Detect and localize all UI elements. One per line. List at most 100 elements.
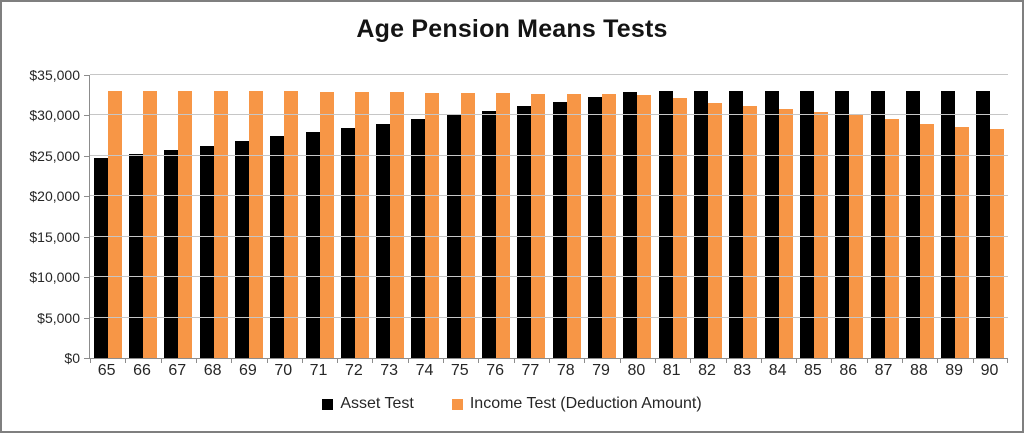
x-axis-tick (937, 358, 939, 363)
x-axis-tick (972, 358, 974, 363)
bar-group (761, 75, 796, 358)
bar-income-test-deduction-amount (284, 91, 299, 358)
x-axis-labels: 65 66 67 68 69 70 71 72 73 74 75 76 77 78 79 80 81 82 83 84… (89, 362, 1007, 380)
y-tick-label: $30,000 (29, 107, 80, 124)
x-tick-label: 75 (450, 362, 469, 379)
x-tick-label: 86 (839, 362, 858, 379)
bar-group (902, 75, 937, 358)
bar-asset-test (517, 105, 532, 358)
bar-income-test-deduction-amount (460, 92, 475, 358)
y-axis-tick (84, 236, 90, 238)
x-axis-tick (90, 358, 91, 363)
bar-asset-test (693, 91, 708, 358)
bar-income-test-deduction-amount (990, 129, 1005, 358)
bar-asset-test (93, 158, 108, 358)
x-axis-tick (584, 358, 586, 363)
bar-income-test-deduction-amount (566, 93, 581, 358)
x-tick-label: 71 (309, 362, 328, 379)
x-tick-label: 80 (627, 362, 646, 379)
bar-income-test-deduction-amount (884, 119, 899, 358)
bar-group (443, 75, 478, 358)
bar-group (549, 75, 584, 358)
gridline (90, 235, 1008, 237)
x-axis-tick (1007, 358, 1008, 363)
x-tick-label: 73 (380, 362, 399, 379)
bar-asset-test (270, 136, 285, 358)
bar-asset-test (870, 91, 885, 358)
x-tick-label: 81 (662, 362, 681, 379)
x-tick-label: 78 (556, 362, 575, 379)
bar-group (938, 75, 973, 358)
x-axis-tick (619, 358, 621, 363)
bar-group (408, 75, 443, 358)
bar-asset-test (482, 110, 497, 358)
x-axis-tick (902, 358, 904, 363)
bar-income-test-deduction-amount (849, 115, 864, 358)
x-axis-tick (195, 358, 197, 363)
bar-group (90, 75, 125, 358)
bar-asset-test (376, 123, 391, 358)
bar-asset-test (729, 91, 744, 358)
x-tick-label: 76 (486, 362, 504, 379)
bar-group (125, 75, 160, 358)
bar-income-test-deduction-amount (602, 94, 617, 358)
x-tick-label: 65 (97, 362, 116, 379)
x-axis-tick (372, 358, 374, 363)
bar-income-test-deduction-amount (919, 123, 934, 358)
x-axis-tick (513, 358, 515, 363)
bar-income-test-deduction-amount (354, 91, 369, 358)
x-tick-label: 83 (733, 362, 752, 379)
bar-group (655, 75, 690, 358)
x-axis-tick (690, 358, 692, 363)
bar-income-test-deduction-amount (178, 91, 193, 358)
gridline (90, 114, 1008, 116)
y-tick-label: $0 (64, 350, 80, 366)
x-tick-label: 84 (768, 362, 787, 379)
x-tick-label: 90 (980, 362, 999, 379)
bar-income-test-deduction-amount (955, 126, 970, 358)
x-axis-tick (301, 358, 303, 363)
y-tick-label: $35,000 (29, 67, 80, 83)
x-axis-tick (654, 358, 656, 363)
x-axis-tick (831, 358, 833, 363)
y-axis-tick (84, 317, 90, 319)
gridline (90, 276, 1008, 278)
bar-asset-test (764, 91, 779, 358)
bar-income-test-deduction-amount (142, 91, 157, 358)
bar-income-test-deduction-amount (390, 91, 405, 358)
x-axis-tick (478, 358, 480, 363)
y-tick-label: $10,000 (29, 269, 80, 286)
x-tick-label: 70 (274, 362, 293, 379)
bar-group (973, 75, 1008, 358)
legend: Asset Test Income Test (Deduction Amount… (2, 395, 1022, 413)
bar-asset-test (835, 91, 850, 358)
legend-item-income-test: Income Test (Deduction Amount) (451, 395, 702, 413)
bar-group (796, 75, 831, 358)
bar-asset-test (128, 154, 143, 358)
y-axis-tick (84, 155, 90, 157)
y-tick-label: $25,000 (29, 147, 80, 164)
x-tick-label: 88 (909, 362, 928, 379)
bar-group (832, 75, 867, 358)
x-axis-tick (443, 358, 445, 363)
chart-title: Age Pension Means Tests (356, 15, 668, 43)
x-axis-tick (160, 358, 162, 363)
bar-group (267, 75, 302, 358)
bar-income-test-deduction-amount (637, 95, 652, 358)
bar-group (584, 75, 619, 358)
legend-marker-income-test (451, 398, 463, 410)
plot-area: $0 $5,000 $10,000 $15,000 $20,000 $25,000 $30,… (29, 67, 1008, 366)
x-axis-tick (760, 358, 762, 363)
x-tick-label: 74 (415, 362, 434, 379)
bar-asset-test (799, 91, 814, 358)
bar-group (620, 75, 655, 358)
bar-group (690, 75, 725, 358)
gridline (90, 316, 1008, 318)
y-axis-tick (84, 277, 90, 279)
y-axis-tick (84, 358, 90, 359)
bar-asset-test (588, 96, 603, 358)
x-tick-label: 89 (945, 362, 964, 379)
bar-asset-test (199, 146, 214, 358)
bar-asset-test (623, 91, 638, 358)
bar-group (514, 75, 549, 358)
